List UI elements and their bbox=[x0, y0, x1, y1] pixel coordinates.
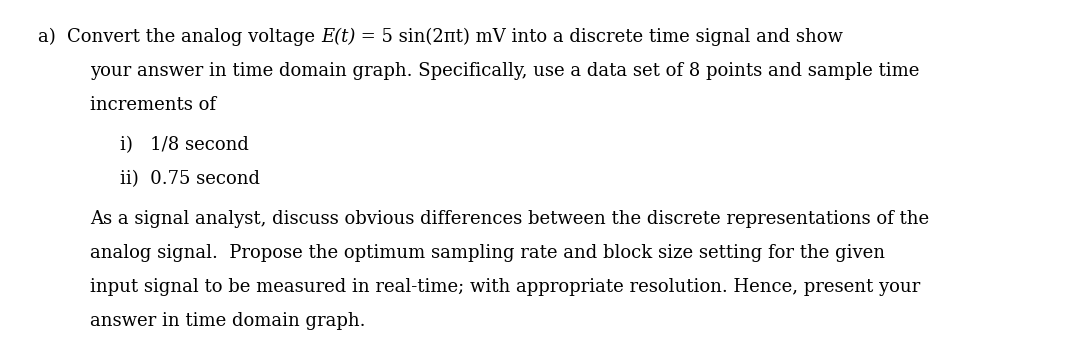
Text: your answer in time domain graph. Specifically, use a data set of 8 points and s: your answer in time domain graph. Specif… bbox=[90, 62, 919, 80]
Text: increments of: increments of bbox=[90, 96, 216, 114]
Text: input signal to be measured in real-time; with appropriate resolution. Hence, pr: input signal to be measured in real-time… bbox=[90, 278, 920, 296]
Text: i)   1/8 second: i) 1/8 second bbox=[120, 136, 248, 154]
Text: ii)  0.75 second: ii) 0.75 second bbox=[120, 170, 260, 188]
Text: analog signal.  Propose the optimum sampling rate and block size setting for the: analog signal. Propose the optimum sampl… bbox=[90, 244, 885, 262]
Text: answer in time domain graph.: answer in time domain graph. bbox=[90, 312, 365, 330]
Text: E(t): E(t) bbox=[321, 28, 355, 46]
Text: Convert the analog voltage: Convert the analog voltage bbox=[67, 28, 321, 46]
Text: a): a) bbox=[38, 28, 67, 46]
Text: = 5 sin(2πt) mV into a discrete time signal and show: = 5 sin(2πt) mV into a discrete time sig… bbox=[355, 28, 843, 46]
Text: As a signal analyst, discuss obvious differences between the discrete representa: As a signal analyst, discuss obvious dif… bbox=[90, 210, 929, 228]
